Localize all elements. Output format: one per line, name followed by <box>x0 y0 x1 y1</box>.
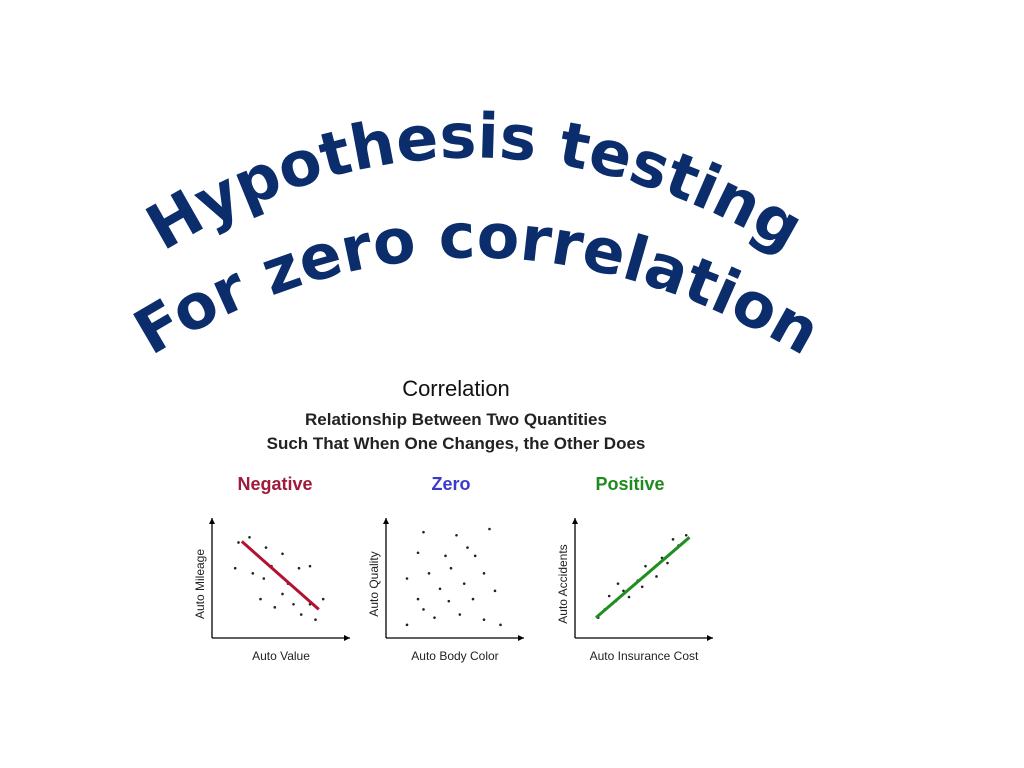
figure-title: Correlation <box>402 376 510 401</box>
data-point <box>655 575 658 578</box>
correlation-figure: Correlation Relationship Between Two Qua… <box>180 370 740 680</box>
data-point <box>248 536 251 539</box>
data-point <box>471 597 475 601</box>
x-axis-label: Auto Insurance Cost <box>590 649 699 663</box>
data-point <box>493 589 497 593</box>
data-point <box>422 608 425 611</box>
data-point <box>416 551 420 555</box>
data-point <box>607 594 611 598</box>
headline-wordart: Hypothesis testing For zero correlation <box>121 98 834 370</box>
y-axis-label: Auto Accidents <box>556 544 570 623</box>
data-point <box>499 623 502 627</box>
data-point <box>281 552 284 556</box>
data-point <box>616 582 620 585</box>
data-point <box>273 606 277 609</box>
data-point <box>438 587 442 591</box>
data-point <box>292 602 295 606</box>
data-point <box>473 554 477 558</box>
scatter-panel-0: Auto Value Auto Mileage <box>193 518 350 663</box>
data-point <box>237 541 240 544</box>
data-point <box>644 564 647 568</box>
data-point <box>405 623 409 627</box>
data-point <box>259 597 262 601</box>
data-point <box>264 546 268 549</box>
data-point <box>281 592 284 596</box>
data-point <box>405 577 409 580</box>
x-axis-arrow <box>707 635 713 641</box>
y-axis-arrow <box>383 518 389 524</box>
data-point <box>671 538 675 541</box>
trend-line <box>595 536 691 619</box>
data-point <box>314 618 317 621</box>
figure-subtitle-line-1: Relationship Between Two Quantities <box>305 410 607 429</box>
trend-line <box>240 540 320 611</box>
x-axis-arrow <box>518 635 524 641</box>
x-axis-label: Auto Value <box>252 649 310 663</box>
x-axis-arrow <box>344 635 350 641</box>
data-point <box>449 566 453 570</box>
data-point <box>297 566 301 570</box>
x-axis-label: Auto Body Color <box>411 649 498 663</box>
y-axis-label: Auto Quality <box>367 551 381 616</box>
panel-title-negative: Negative <box>237 474 313 494</box>
data-point <box>262 577 266 580</box>
data-point <box>462 582 466 585</box>
data-point <box>427 572 431 575</box>
y-axis-label: Auto Mileage <box>193 549 207 619</box>
data-point <box>433 616 436 619</box>
data-point <box>640 585 644 589</box>
data-point <box>458 613 462 616</box>
data-point <box>321 597 325 601</box>
data-point <box>444 554 447 558</box>
data-point <box>299 613 303 616</box>
panel-title-positive: Positive <box>595 474 665 494</box>
data-point <box>251 572 255 575</box>
data-point <box>627 595 631 599</box>
scatter-panel-1: Auto Body Color Auto Quality <box>367 518 524 663</box>
panel-title-zero: Zero <box>431 474 471 494</box>
data-point <box>455 533 458 537</box>
data-point <box>233 566 237 570</box>
data-point <box>422 530 425 534</box>
data-point <box>666 561 669 565</box>
y-axis-arrow <box>209 518 215 524</box>
data-point <box>684 533 688 537</box>
data-point <box>482 572 486 575</box>
data-point <box>447 599 451 603</box>
data-point <box>488 527 491 531</box>
data-point <box>482 618 486 621</box>
data-point <box>308 564 312 568</box>
scatter-panel-2: Auto Insurance Cost Auto Accidents <box>556 518 713 663</box>
y-axis-arrow <box>572 518 578 524</box>
figure-subtitle-line-2: Such That When One Changes, the Other Do… <box>266 434 646 453</box>
data-point <box>416 597 420 601</box>
data-point <box>466 546 469 549</box>
